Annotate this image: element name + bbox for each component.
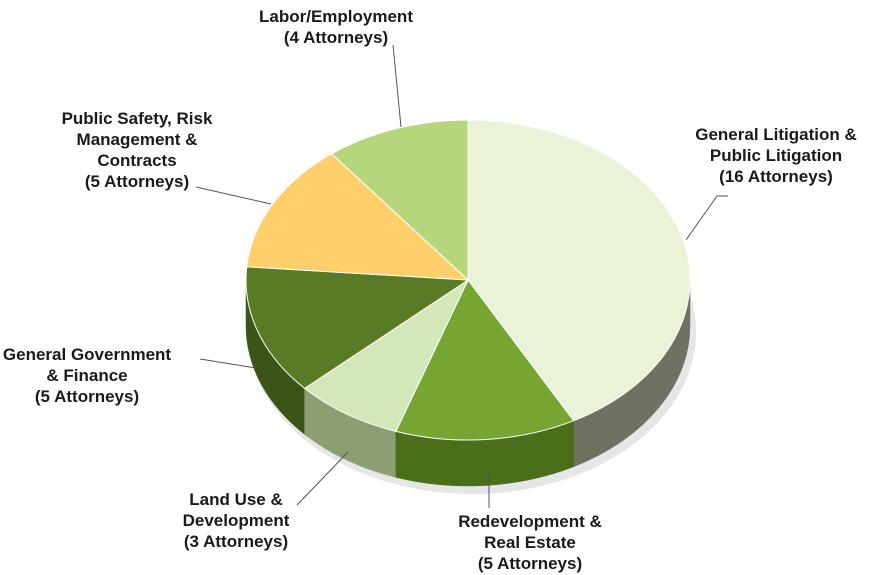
pie-slice — [246, 153, 470, 281]
leader-line — [195, 186, 272, 205]
slice-label-line: (4 Attorneys) — [284, 28, 388, 47]
leader-line — [199, 358, 257, 369]
slice-label-line: General Government — [3, 345, 172, 364]
slice-label: Land Use & Development (3 Attorneys) — [183, 490, 290, 551]
slice-label-line: (16 Attorneys) — [719, 167, 833, 186]
pie-slice — [303, 278, 470, 432]
slice-label: Redevelopment & Real Estate (5 Attorneys) — [458, 512, 602, 573]
slice-label-line: (5 Attorneys) — [35, 387, 139, 406]
leader-line — [296, 451, 349, 506]
slice-label-line: Labor/Employment — [259, 7, 413, 26]
slice-label-line: Real Estate — [484, 533, 576, 552]
slice-label-line: Management & — [77, 130, 198, 149]
slice-label: General Government & Finance (5 Attorneys) — [3, 345, 172, 406]
slice-label-line: (3 Attorneys) — [184, 532, 288, 551]
pie-slice — [245, 266, 470, 389]
slice-label-line: Public Litigation — [710, 146, 842, 165]
slice-label: Public Safety, Risk Management & Contracts… — [62, 109, 213, 191]
slice-label-line: & Finance — [46, 366, 127, 385]
slice-label-line: Contracts — [97, 151, 176, 170]
slice-label: Labor/Employment (4 Attorneys) — [259, 7, 413, 47]
slice-label-line: Land Use & — [189, 490, 283, 509]
pie-slice — [330, 119, 469, 282]
leader-line — [685, 195, 728, 241]
slice-label-line: Development — [183, 511, 290, 530]
slice-label-line: (5 Attorneys) — [85, 172, 189, 191]
slice-label-line: (5 Attorneys) — [478, 554, 582, 573]
pie-slice — [467, 119, 691, 422]
slice-label: General Litigation & Public Litigation (16… — [695, 125, 857, 186]
slice-label-line: General Litigation & — [695, 125, 857, 144]
pie-slice — [395, 279, 575, 441]
leader-line — [392, 44, 402, 128]
slice-label-line: Public Safety, Risk — [62, 109, 213, 128]
slice-label-line: Redevelopment & — [458, 512, 602, 531]
